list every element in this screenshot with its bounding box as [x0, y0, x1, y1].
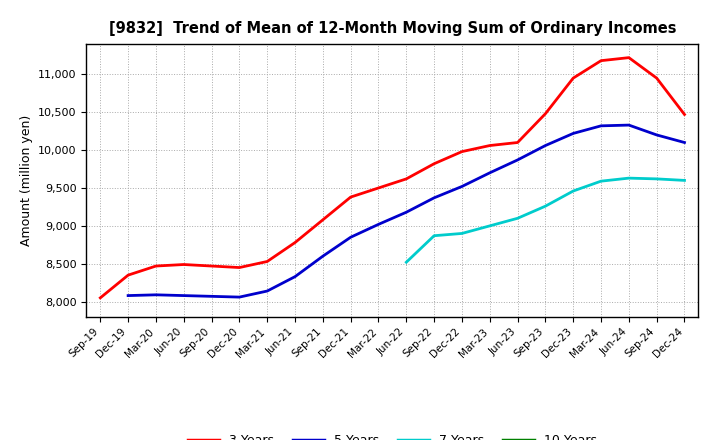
3 Years [430, 161, 438, 166]
5 Years [124, 293, 132, 298]
5 Years [152, 292, 161, 297]
7 Years [485, 223, 494, 228]
Legend: 3 Years, 5 Years, 7 Years, 10 Years: 3 Years, 5 Years, 7 Years, 10 Years [183, 429, 602, 440]
3 Years [402, 176, 410, 182]
7 Years [624, 176, 633, 181]
3 Years [652, 75, 661, 81]
5 Years [402, 209, 410, 215]
3 Years [374, 185, 383, 191]
5 Years [597, 123, 606, 128]
3 Years [346, 194, 355, 200]
3 Years [624, 55, 633, 60]
7 Years [569, 188, 577, 194]
5 Years [569, 131, 577, 136]
5 Years [207, 293, 216, 299]
Title: [9832]  Trend of Mean of 12-Month Moving Sum of Ordinary Incomes: [9832] Trend of Mean of 12-Month Moving … [109, 21, 676, 36]
Y-axis label: Amount (million yen): Amount (million yen) [19, 115, 32, 246]
7 Years [430, 233, 438, 238]
7 Years [541, 204, 550, 209]
5 Years [652, 132, 661, 138]
3 Years [485, 143, 494, 148]
5 Years [346, 235, 355, 240]
5 Years [291, 274, 300, 279]
3 Years [263, 259, 271, 264]
3 Years [597, 58, 606, 63]
3 Years [458, 149, 467, 154]
3 Years [179, 262, 188, 267]
5 Years [485, 170, 494, 176]
7 Years [597, 179, 606, 184]
5 Years [263, 288, 271, 293]
3 Years [96, 295, 104, 301]
5 Years [235, 294, 243, 300]
5 Years [458, 184, 467, 189]
3 Years [541, 111, 550, 116]
3 Years [124, 272, 132, 278]
3 Years [680, 112, 689, 117]
5 Years [318, 253, 327, 259]
Line: 3 Years: 3 Years [100, 58, 685, 298]
5 Years [541, 143, 550, 148]
3 Years [513, 140, 522, 145]
5 Years [513, 157, 522, 162]
5 Years [374, 222, 383, 227]
3 Years [291, 240, 300, 245]
5 Years [680, 140, 689, 145]
3 Years [318, 217, 327, 223]
5 Years [430, 195, 438, 201]
3 Years [569, 75, 577, 81]
7 Years [402, 260, 410, 265]
3 Years [152, 264, 161, 269]
5 Years [179, 293, 188, 298]
7 Years [680, 178, 689, 183]
3 Years [235, 265, 243, 270]
7 Years [652, 176, 661, 182]
7 Years [513, 216, 522, 221]
3 Years [207, 264, 216, 269]
Line: 7 Years: 7 Years [406, 178, 685, 262]
5 Years [624, 122, 633, 128]
Line: 5 Years: 5 Years [128, 125, 685, 297]
7 Years [458, 231, 467, 236]
